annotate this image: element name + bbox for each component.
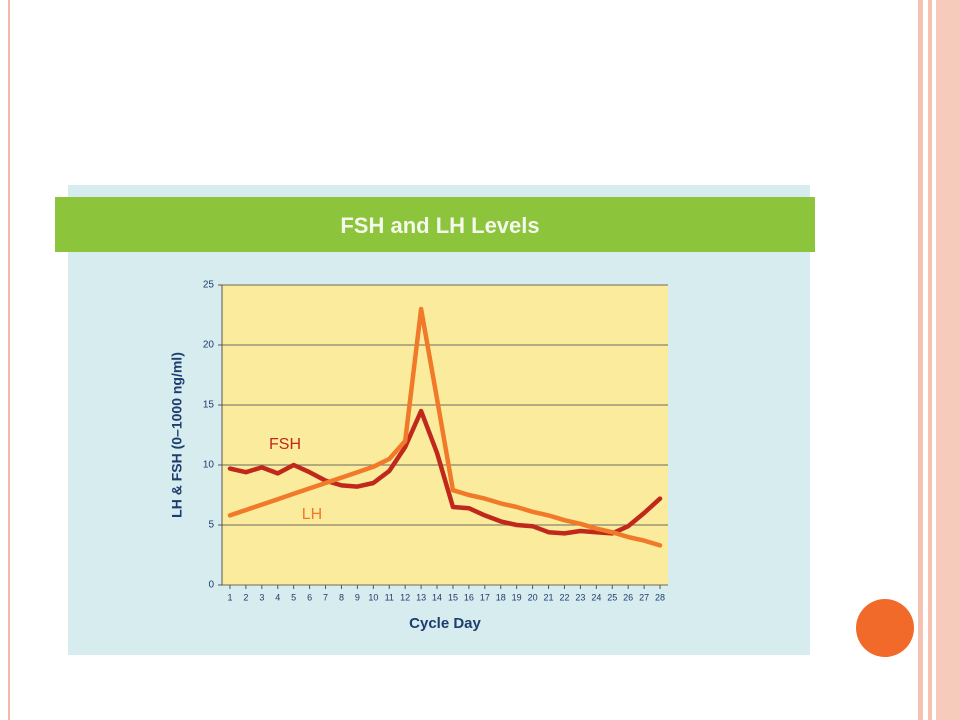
right-stripe [928,0,932,720]
x-tick-label: 28 [655,592,665,602]
x-tick-label: 25 [607,592,617,602]
x-tick-label: 27 [639,592,649,602]
x-tick-label: 22 [559,592,569,602]
x-tick-label: 21 [544,592,554,602]
x-tick-label: 14 [432,592,442,602]
title-bar [55,197,815,252]
right-stripe [936,0,960,720]
right-stripe [918,0,923,720]
x-tick-label: 6 [307,592,312,602]
x-tick-label: 3 [259,592,264,602]
y-tick-label: 20 [203,340,215,351]
series-label: FSH [269,436,301,453]
y-tick-label: 5 [208,520,214,531]
y-tick-label: 15 [203,400,215,411]
x-tick-label: 8 [339,592,344,602]
x-tick-label: 1 [227,592,232,602]
x-tick-label: 7 [323,592,328,602]
x-tick-label: 16 [464,592,474,602]
x-tick-label: 23 [575,592,585,602]
x-tick-label: 24 [591,592,601,602]
x-tick-label: 15 [448,592,458,602]
x-tick-label: 17 [480,592,490,602]
x-tick-label: 9 [355,592,360,602]
y-tick-label: 25 [203,280,215,291]
x-tick-label: 10 [368,592,378,602]
x-tick-label: 12 [400,592,410,602]
x-tick-label: 20 [528,592,538,602]
x-tick-label: 19 [512,592,522,602]
x-tick-label: 5 [291,592,296,602]
y-tick-label: 10 [203,460,215,471]
series-line [227,408,663,536]
x-tick-label: 13 [416,592,426,602]
x-tick-label: 26 [623,592,633,602]
x-tick-label: 11 [385,592,394,602]
x-tick-label: 18 [496,592,506,602]
decor-circle [856,599,914,657]
x-tick-label: 4 [275,592,280,602]
chart-title: FSH and LH Levels [340,213,539,238]
x-tick-label: 2 [243,592,248,602]
y-axis-label: LH & FSH (0–1000 ng/ml) [169,352,185,518]
x-axis-label: Cycle Day [409,615,481,632]
series-line [227,306,663,548]
series-label: LH [302,506,322,523]
y-tick-label: 0 [208,580,214,591]
